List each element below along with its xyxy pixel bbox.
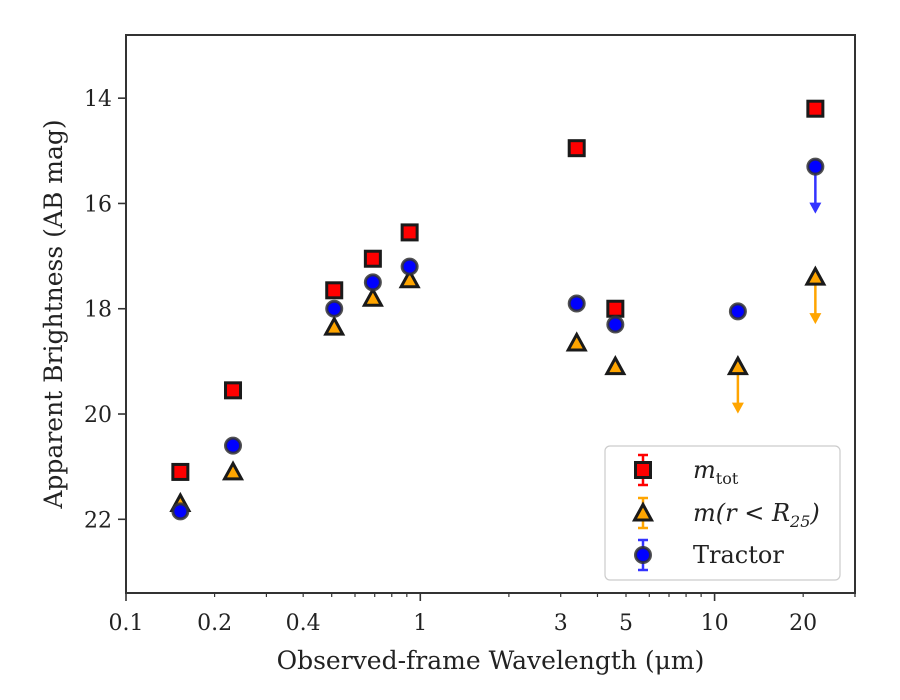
series-1-point-6	[604, 355, 627, 376]
x-tick-label: 0.2	[197, 611, 232, 636]
legend-mr25-sub: 25	[789, 512, 810, 531]
series-2-point-2	[325, 299, 344, 318]
legend-marker-0	[634, 461, 652, 479]
series-1-upper-limit-arrow-8-head	[809, 313, 822, 325]
axis-ticks: 0.1 0.2 0.4 1 3 5 10 20 14 16 18 20 22	[84, 87, 856, 636]
series-0-point-6	[606, 299, 625, 318]
legend-label-mr25: m(r < R25)	[693, 499, 820, 531]
y-tick-label: 20	[84, 403, 112, 428]
series-2-point-6	[606, 315, 625, 334]
series-2-point-8	[806, 157, 825, 176]
series-1-point-3	[361, 286, 384, 307]
y-tick-label: 14	[84, 87, 112, 112]
series-0-point-7	[806, 99, 825, 118]
series-0-point-3	[363, 249, 382, 268]
series-2-point-5	[567, 294, 586, 313]
series-1-point-5	[565, 331, 588, 352]
series-1-point-8	[804, 265, 827, 286]
plot-frame	[125, 34, 856, 594]
legend-marker-1	[631, 501, 655, 522]
series-2-point-4	[400, 257, 419, 276]
x-tick-label: 3	[554, 611, 568, 636]
series-0-point-0	[171, 462, 190, 481]
legend-label-mtot: mtot	[693, 456, 739, 488]
y-tick-label: 22	[84, 508, 112, 533]
legend-handles	[631, 453, 655, 572]
legend-mtot-main: m	[693, 456, 716, 484]
legend-marker-2	[634, 546, 652, 564]
series-0-point-4	[400, 223, 419, 242]
y-axis-label: Apparent Brightness (AB mag)	[39, 119, 68, 509]
series-0-point-1	[224, 381, 243, 400]
series-2-upper-limit-arrow-8-head	[809, 202, 822, 214]
y-tick-label: 16	[84, 192, 112, 217]
series-0-point-2	[325, 281, 344, 300]
x-tick-label: 20	[789, 611, 817, 636]
series-2-point-1	[224, 436, 243, 455]
series-2-point-3	[363, 273, 382, 292]
series-2-point-7	[728, 302, 747, 321]
series-2-point-0	[171, 502, 190, 521]
series-1-point-2	[323, 315, 346, 336]
series-1-point-4	[398, 268, 421, 289]
legend-mr25-main: m(r < R	[693, 499, 790, 527]
x-tick-label: 0.1	[109, 611, 144, 636]
x-tick-label: 0.4	[286, 611, 321, 636]
series-1-point-7	[726, 355, 749, 376]
legend: mtot m(r < R25) Tractor	[604, 445, 841, 581]
legend-mr25-end: )	[809, 499, 819, 527]
x-tick-label: 5	[619, 611, 633, 636]
series-1-point-1	[221, 460, 245, 481]
x-tick-label: 10	[701, 611, 729, 636]
data-marks	[169, 99, 827, 521]
series-1-upper-limit-arrow-7-head	[731, 402, 744, 414]
x-tick-label: 1	[413, 611, 427, 636]
legend-box	[604, 445, 841, 581]
x-axis-label: Observed-frame Wavelength (μm)	[277, 646, 705, 675]
y-tick-label: 18	[84, 298, 112, 323]
legend-mtot-sub: tot	[716, 469, 739, 488]
series-0-point-5	[567, 139, 586, 158]
legend-label-tractor: Tractor	[693, 541, 784, 569]
